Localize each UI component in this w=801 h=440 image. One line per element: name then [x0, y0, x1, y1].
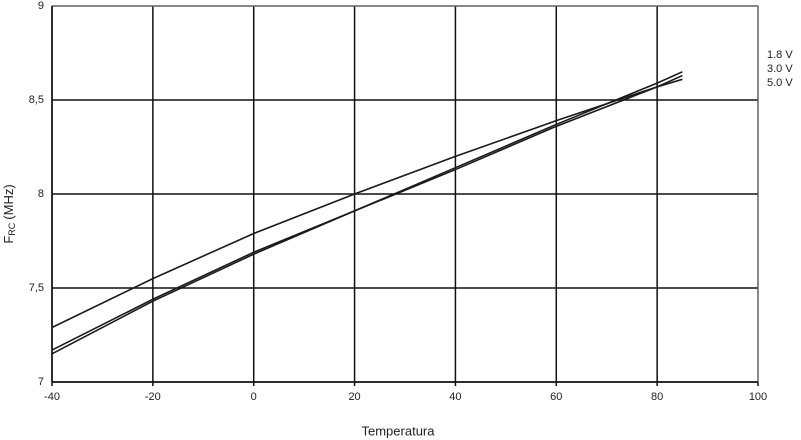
legend-label: 5.0 V: [767, 77, 793, 89]
series-line: [51, 74, 683, 355]
y-label-main: F: [1, 236, 16, 244]
series-line: [51, 78, 683, 329]
x-tick-label: 0: [251, 391, 257, 403]
legend-label: 3.0 V: [767, 63, 793, 75]
y-tick-label: 8: [38, 188, 44, 200]
x-tick-label: 40: [449, 391, 461, 403]
x-tick-label: -40: [44, 391, 60, 403]
legend-label: 1.8 V: [767, 49, 793, 61]
x-tick-label: 60: [550, 391, 562, 403]
x-tick-label: 20: [348, 391, 360, 403]
x-axis-label: Temperatura: [362, 423, 436, 438]
series-line: [51, 71, 683, 351]
x-tick-label: 100: [749, 391, 767, 403]
y-label-unit: (MHz): [1, 184, 16, 219]
y-tick-label: 8,5: [29, 94, 44, 106]
y-tick-label: 7: [38, 376, 44, 388]
y-label-sub: RC: [7, 222, 17, 235]
x-tick-label: -20: [145, 391, 161, 403]
y-axis-label: FRC (MHz): [1, 184, 17, 243]
x-tick-label: 80: [651, 391, 663, 403]
y-tick-label: 9: [38, 0, 44, 12]
y-tick-label: 7,5: [29, 282, 44, 294]
